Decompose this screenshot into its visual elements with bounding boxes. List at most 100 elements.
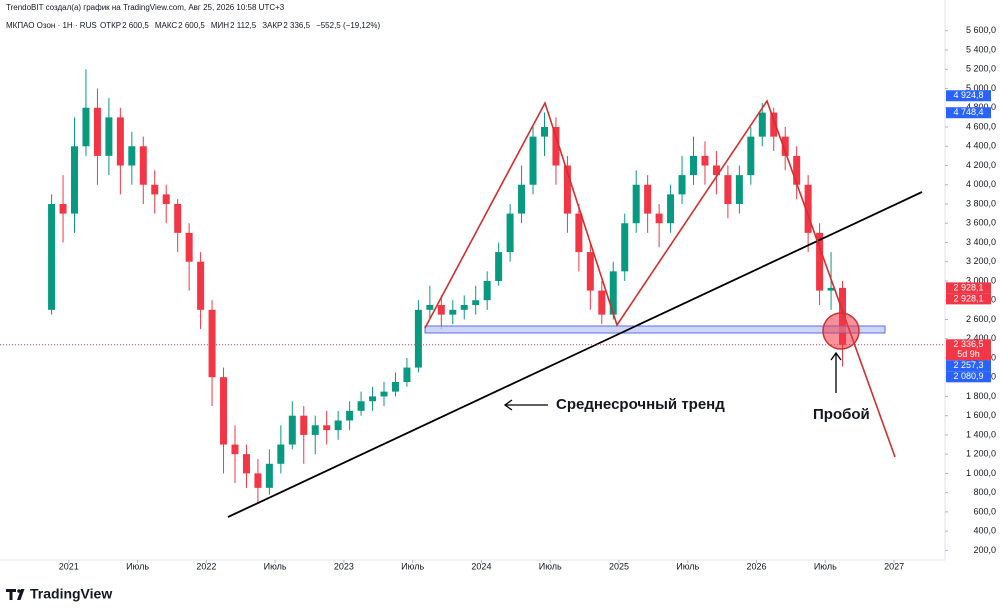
candle-body — [621, 223, 629, 272]
candle-body — [690, 155, 698, 176]
y-tick-label: 600,0 — [973, 506, 996, 516]
candle-body — [735, 175, 743, 204]
candle-body — [242, 454, 250, 474]
y-tick-label: 3 200,0 — [966, 256, 996, 266]
candle-body — [586, 252, 594, 291]
ohlc-value: 2 112,5 — [230, 21, 257, 30]
y-tick-label: 1 600,0 — [966, 410, 996, 420]
candle-body — [82, 107, 90, 147]
candle-body — [71, 146, 79, 214]
y-tick-label: 3 400,0 — [966, 237, 996, 247]
y-tick-label: 800,0 — [973, 487, 996, 497]
candle-body — [391, 381, 399, 392]
y-tick-label: 1 400,0 — [966, 429, 996, 439]
price-label-bg — [946, 282, 991, 294]
candle-body — [380, 391, 388, 397]
y-tick-label: 400,0 — [973, 526, 996, 536]
ohlc-value: 2 336,5 — [283, 21, 310, 30]
price-label: 2 336,5 — [953, 339, 983, 349]
y-tick-label: 3 000,0 — [966, 275, 996, 285]
candle-body — [323, 425, 331, 431]
y-tick-label: 4 000,0 — [966, 179, 996, 189]
candle-body — [174, 203, 182, 233]
candle-body — [678, 175, 686, 195]
candle-body — [540, 127, 548, 137]
y-tick-label: 1 800,0 — [966, 391, 996, 401]
candle-body — [265, 463, 273, 488]
support-zone — [424, 325, 886, 334]
candle-body — [220, 377, 228, 445]
candle-body — [300, 415, 308, 435]
candle-body — [506, 213, 514, 253]
x-tick-label: 2023 — [334, 561, 354, 571]
candle-body — [701, 155, 709, 166]
x-tick-label: 2025 — [609, 561, 629, 571]
ohlc-label: ЗАКР — [262, 21, 282, 30]
candle-body — [460, 305, 468, 310]
y-tick-label: 4 400,0 — [966, 141, 996, 151]
candle-body — [197, 261, 205, 310]
candle-body — [426, 305, 434, 310]
chart-title: TrendoBIT создал(а) график на TradingVie… — [6, 3, 285, 12]
y-tick-label: 1 200,0 — [966, 449, 996, 459]
candle-body — [185, 232, 193, 262]
x-tick-label: Июль — [539, 561, 562, 571]
price-label-bg — [946, 293, 991, 305]
x-tick-label: 2021 — [59, 561, 79, 571]
y-tick-label: 4 800,0 — [966, 102, 996, 112]
candle-body — [277, 444, 285, 464]
candle-body — [632, 184, 640, 224]
y-tick-label: 5 200,0 — [966, 64, 996, 74]
brand: TradingView — [30, 586, 112, 602]
x-tick-label: Июль — [264, 561, 287, 571]
candle-body — [128, 146, 136, 166]
arrow-head — [830, 351, 842, 361]
price-label: 2 928,1 — [953, 293, 983, 303]
y-tick-label: 200,0 — [973, 545, 996, 555]
candle-body — [747, 136, 755, 176]
x-tick-label: 2024 — [471, 561, 491, 571]
price-label: 2 257,3 — [953, 360, 983, 370]
candle-body — [529, 136, 537, 185]
ohlc-value: 2 600,5 — [122, 21, 149, 30]
candle-body — [770, 112, 778, 137]
y-tick-label: 3 600,0 — [966, 218, 996, 228]
x-tick-label: Июль — [126, 561, 149, 571]
candle-body — [472, 300, 480, 306]
price-label-bg — [946, 371, 991, 383]
candle-body — [288, 415, 296, 445]
logo-dot — [17, 589, 21, 593]
arrow-head — [503, 399, 513, 411]
candle-body — [162, 194, 170, 204]
candle-body — [552, 127, 560, 166]
price-label-bg — [946, 360, 991, 372]
countdown: 5d 9h — [957, 349, 980, 359]
candle-body — [827, 287, 835, 291]
candle-body — [563, 165, 571, 214]
x-tick-label: 2027 — [884, 561, 904, 571]
candle-body — [495, 252, 503, 281]
y-tick-label: 4 600,0 — [966, 121, 996, 131]
candle-body — [346, 410, 354, 421]
y-tick-label: 2 400,0 — [966, 333, 996, 343]
x-tick-label: Июль — [676, 561, 699, 571]
ohlc-label: МИН — [211, 21, 229, 30]
candle-body — [105, 117, 113, 156]
candle-body — [804, 184, 812, 233]
candle-body — [598, 290, 606, 315]
ohlc-label: ОТКР — [100, 21, 121, 30]
price-label: 4 924,8 — [953, 90, 983, 100]
candle-body — [369, 396, 377, 402]
x-tick-label: Июль — [814, 561, 837, 571]
pattern-line — [424, 99, 896, 458]
brand-logo: TradingView — [6, 586, 112, 602]
candle-body — [357, 401, 365, 411]
price-label-bg — [946, 107, 991, 119]
change: −552,5 (−19,12%) — [316, 21, 380, 30]
x-tick-label: 2022 — [196, 561, 216, 571]
candle-body — [644, 184, 652, 214]
candle-body — [758, 112, 766, 137]
candle-body — [208, 309, 216, 378]
x-tick-label: 2026 — [747, 561, 767, 571]
